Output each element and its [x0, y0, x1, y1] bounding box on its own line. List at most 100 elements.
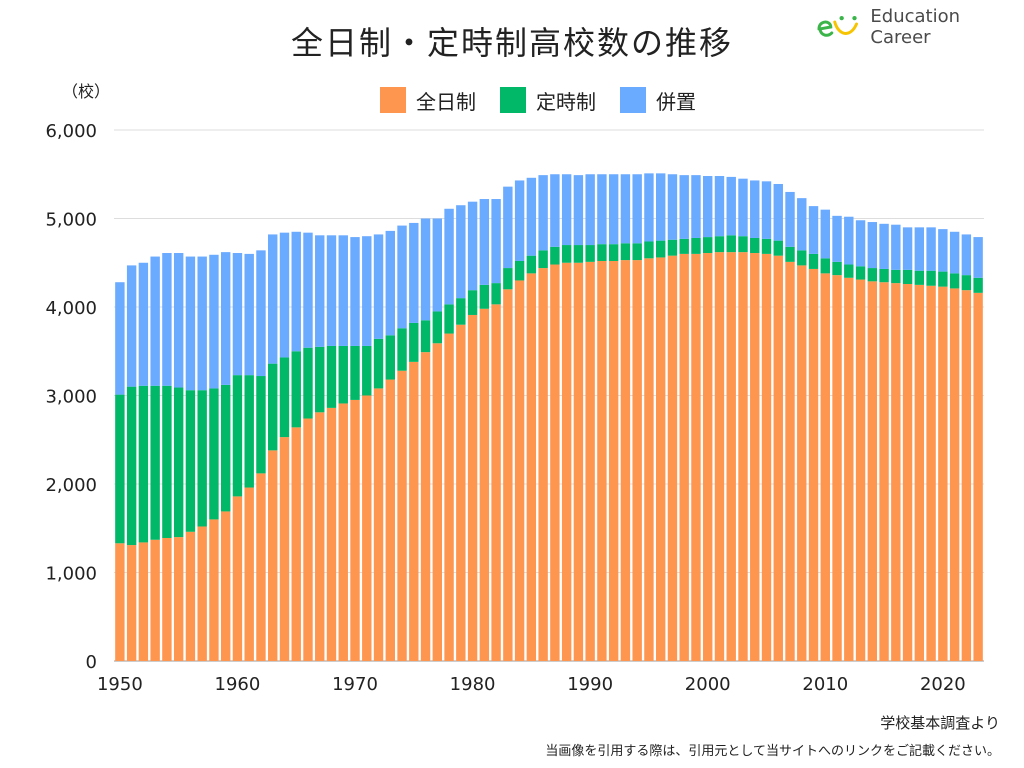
- bar-segment-fulltime: [514, 280, 525, 661]
- bar-segment-fulltime: [115, 543, 125, 661]
- bar-segment-both: [632, 174, 642, 244]
- bar-segment-both: [773, 183, 783, 241]
- bar-segment-both: [938, 229, 948, 272]
- bar-segment-both: [644, 173, 654, 242]
- bar-segment-parttime: [961, 275, 972, 291]
- x-tick-label: 2000: [685, 674, 731, 695]
- bar-segment-fulltime: [714, 252, 725, 661]
- bar-segment-parttime: [573, 245, 584, 263]
- bar-segment-both: [620, 174, 631, 244]
- bar-segment-parttime: [326, 345, 337, 408]
- bar-segment-both: [409, 222, 419, 323]
- bar-segment-fulltime: [185, 531, 196, 661]
- bar-segment-fulltime: [444, 333, 454, 661]
- bar-segment-fulltime: [338, 403, 348, 661]
- legend: 全日制 定時制 併置: [380, 86, 696, 114]
- x-tick-label: 1970: [332, 674, 378, 695]
- bar-segment-fulltime: [197, 526, 207, 661]
- bar-segment-parttime: [444, 304, 454, 334]
- bar-segment-parttime: [303, 347, 313, 419]
- bar-segment-both: [444, 208, 454, 305]
- bar-segment-both: [585, 174, 595, 246]
- bar-segment-parttime: [949, 273, 960, 289]
- bar-segment-parttime: [797, 250, 807, 266]
- bar-segment-both: [115, 282, 125, 395]
- bar-segment-parttime: [938, 271, 948, 287]
- bar-segment-parttime: [761, 238, 772, 254]
- bar-segment-fulltime: [855, 279, 866, 661]
- bar-segment-parttime: [185, 390, 196, 532]
- bar-segment-fulltime: [526, 273, 537, 661]
- bar-segment-both: [973, 237, 983, 278]
- bar-segment-fulltime: [409, 361, 419, 661]
- bar-segment-fulltime: [244, 487, 254, 661]
- bar-segment-parttime: [714, 236, 725, 253]
- bar-segment-parttime: [138, 385, 149, 543]
- bar-segment-fulltime: [938, 286, 948, 661]
- bar-segment-both: [491, 199, 501, 284]
- y-tick-label: 5,000: [45, 210, 97, 231]
- bar-segment-fulltime: [503, 289, 513, 661]
- bar-segment-fulltime: [608, 260, 619, 661]
- bar-segment-fulltime: [326, 407, 337, 661]
- bar-segment-fulltime: [726, 252, 736, 661]
- bar-segment-parttime: [750, 237, 760, 254]
- bar-segment-parttime: [526, 255, 537, 274]
- source-note: 学校基本調査より: [880, 714, 1000, 732]
- bar-segment-fulltime: [479, 308, 490, 661]
- bar-segment-fulltime: [585, 261, 595, 661]
- bar-segment-both: [726, 176, 736, 236]
- bar-segment-fulltime: [926, 285, 936, 661]
- bar-segment-parttime: [420, 320, 431, 353]
- y-tick-label: 3,000: [45, 387, 97, 408]
- bar-segment-parttime: [914, 270, 925, 285]
- bar-segment-fulltime: [162, 537, 172, 661]
- bar-segment-both: [561, 174, 572, 246]
- bar-segment-fulltime: [667, 255, 678, 662]
- bar-segment-both: [362, 236, 372, 346]
- bar-segment-both: [926, 227, 936, 271]
- bar-segment-both: [220, 252, 231, 385]
- x-tick-label: 2020: [920, 674, 966, 695]
- bar-segment-fulltime: [644, 258, 654, 661]
- bar-segment-parttime: [667, 239, 678, 256]
- bar-segment-parttime: [597, 244, 607, 261]
- x-axis: 1950 1960 1970 1980 1990 2000 2010 2020: [97, 674, 966, 695]
- y-tick-label: 4,000: [45, 298, 97, 319]
- bar-segment-parttime: [655, 240, 666, 258]
- bar-segment-fulltime: [832, 275, 842, 661]
- bar-segment-fulltime: [138, 542, 149, 661]
- bar-segment-parttime: [244, 375, 254, 488]
- bar-segment-parttime: [162, 385, 172, 538]
- legend-item-fulltime: 全日制: [380, 86, 476, 115]
- bar-segment-both: [820, 209, 830, 259]
- bar-segment-both: [338, 235, 348, 346]
- bar-segment-fulltime: [973, 292, 983, 661]
- bar-segment-both: [291, 231, 301, 352]
- bar-segment-parttime: [891, 269, 901, 284]
- legend-swatch-fulltime: [380, 87, 406, 113]
- bar-segment-parttime: [514, 260, 525, 281]
- legend-item-parttime: 定時制: [500, 86, 596, 115]
- bar-segment-fulltime: [561, 262, 572, 661]
- bars: [115, 173, 983, 662]
- bar-segment-fulltime: [949, 288, 960, 661]
- bar-segment-fulltime: [279, 437, 290, 661]
- bar-segment-parttime: [150, 385, 160, 540]
- bar-segment-both: [526, 177, 537, 256]
- bar-segment-parttime: [479, 284, 490, 309]
- bar-segment-fulltime: [291, 427, 301, 661]
- bar-segment-fulltime: [385, 379, 395, 661]
- bar-segment-parttime: [855, 266, 866, 280]
- bar-segment-parttime: [738, 236, 748, 253]
- bar-segment-both: [209, 254, 219, 389]
- y-axis-unit: （校）: [62, 82, 111, 101]
- y-tick-label: 2,000: [45, 475, 97, 496]
- bar-segment-fulltime: [573, 262, 584, 661]
- bar-segment-fulltime: [820, 273, 830, 661]
- bar-segment-fulltime: [679, 253, 689, 661]
- bar-segment-both: [608, 174, 619, 245]
- bar-segment-fulltime: [538, 268, 548, 661]
- bar-segment-parttime: [126, 386, 137, 546]
